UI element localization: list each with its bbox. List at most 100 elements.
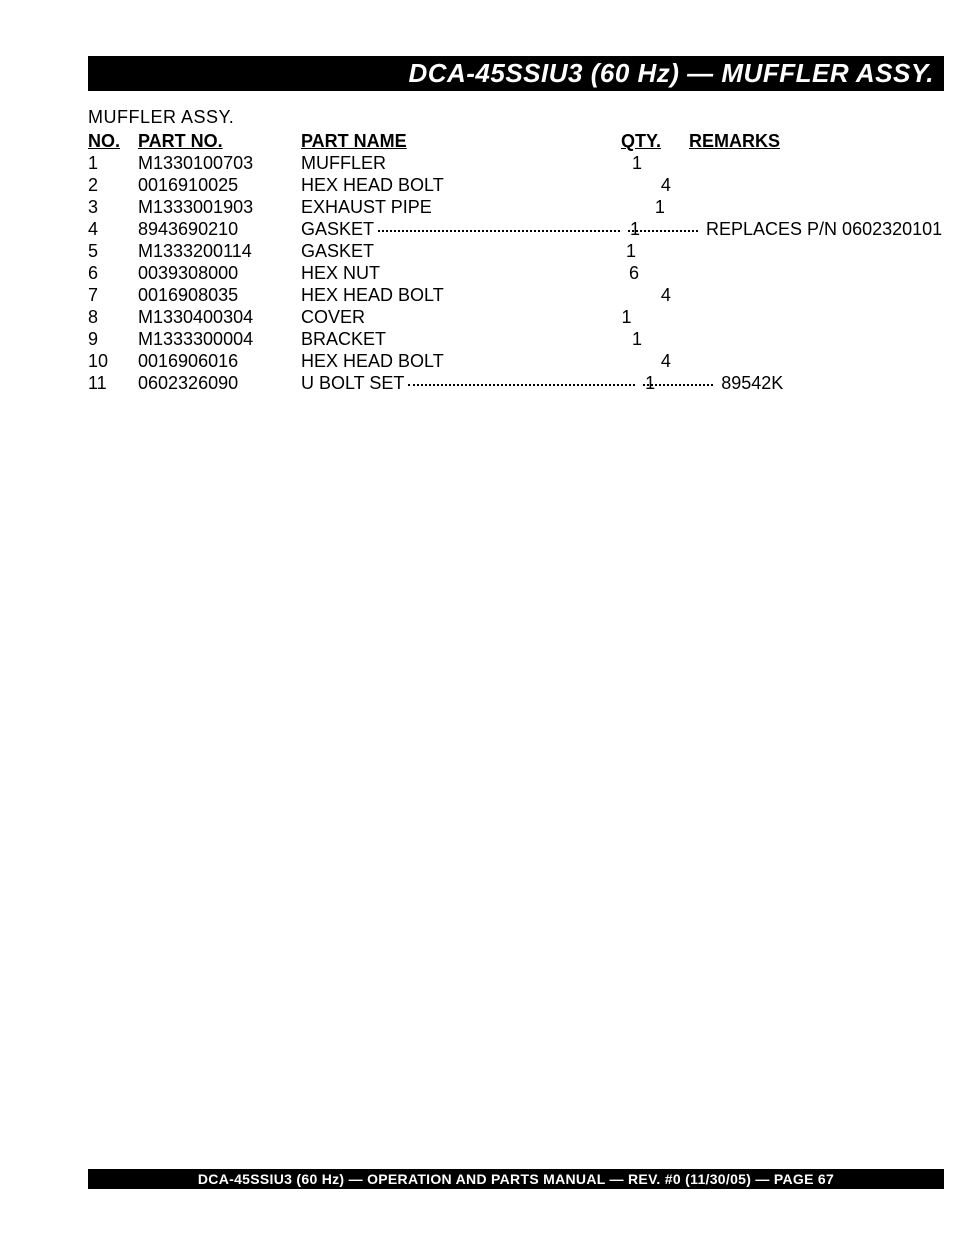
table-row: 110602326090U BOLT SET189542K [88,372,944,394]
cell-partname: EXHAUST PIPE [301,196,432,218]
cell-qty-area: 1 [616,306,694,328]
cell-remarks-area [733,174,944,196]
cell-remarks-area [733,284,944,306]
cell-partname: HEX HEAD BOLT [301,350,444,372]
table-row: 70016908035HEX HEAD BOLT 4 [88,284,944,306]
cell-partno: 0039308000 [138,262,301,284]
table-row: 60039308000HEX NUT6 [88,262,944,284]
page-content: DCA-45SSIU3 (60 Hz) — MUFFLER ASSY. MUFF… [88,56,944,394]
cell-remarks-area: 89542K [717,372,944,394]
table-body: 1M1330100703MUFFLER120016910025HEX HEAD … [88,152,944,394]
cell-no: 3 [88,196,138,218]
cell-remarks: 89542K [717,372,783,394]
cell-no: 7 [88,284,138,306]
cell-no: 1 [88,152,138,174]
cell-qty-area: 1 [620,240,698,262]
cell-qty-area: 1 [639,372,717,394]
cell-qty-area: 1 [626,152,704,174]
cell-qty-area: 4 [655,284,733,306]
table-row: 1M1330100703MUFFLER1 [88,152,944,174]
cell-partno: 0016910025 [138,174,301,196]
cell-remarks-area [694,306,945,328]
leader-dots [365,306,616,328]
section-label: MUFFLER ASSY. [88,107,944,128]
cell-qty: 6 [595,262,673,284]
cell-no: 10 [88,350,138,372]
leader-dots [374,240,620,262]
cell-no: 6 [88,262,138,284]
leader-dots [444,284,655,306]
cell-qty: 1 [588,306,666,328]
cell-qty-area: 6 [623,262,701,284]
cell-partno: 8943690210 [138,218,301,240]
table-header-row: NO. PART NO. PART NAME QTY. REMARKS [88,130,944,152]
cell-partname: HEX HEAD BOLT [301,284,444,306]
table-row: 20016910025HEX HEAD BOLT 4 [88,174,944,196]
cell-partno: 0016908035 [138,284,301,306]
cell-qty-area: 4 [655,350,733,372]
cell-qty: 4 [627,350,705,372]
cell-no: 8 [88,306,138,328]
cell-partno: M1333300004 [138,328,301,350]
cell-partname: MUFFLER [301,152,386,174]
cell-partno: M1333200114 [138,240,301,262]
cell-no: 5 [88,240,138,262]
cell-partname: GASKET [301,218,374,240]
cell-remarks-area [704,152,944,174]
leader-dots [386,328,626,350]
cell-qty: 4 [627,174,705,196]
cell-qty: 1 [598,152,676,174]
cell-qty: 1 [592,240,670,262]
cell-qty-area: 1 [626,328,704,350]
cell-partname: GASKET [301,240,374,262]
leader-dots [408,372,635,386]
cell-partno: M1330400304 [138,306,301,328]
cell-remarks-area [704,328,944,350]
cell-remarks: REPLACES P/N 0602320101 [702,218,942,240]
page-title-bar: DCA-45SSIU3 (60 Hz) — MUFFLER ASSY. [88,56,944,91]
cell-partno: M1333001903 [138,196,301,218]
cell-partname: HEX HEAD BOLT [301,174,444,196]
leader-dots [386,152,626,174]
col-header-qty: QTY. [621,130,689,152]
cell-remarks-area [698,240,944,262]
cell-partname: HEX NUT [301,262,380,284]
cell-partname: U BOLT SET [301,372,404,394]
cell-qty-area: 4 [655,174,733,196]
cell-remarks-area [727,196,944,218]
cell-qty-area: 1 [624,218,702,240]
cell-qty: 1 [611,372,689,394]
cell-no: 9 [88,328,138,350]
cell-no: 11 [88,372,138,394]
cell-no: 4 [88,218,138,240]
col-header-partno: PART NO. [138,130,301,152]
cell-partname: COVER [301,306,365,328]
cell-partno: 0602326090 [138,372,301,394]
leader-dots [380,262,623,284]
cell-remarks-area [701,262,944,284]
cell-remarks-area: REPLACES P/N 0602320101 [702,218,944,240]
leader-dots [378,218,620,232]
cell-qty-area: 1 [649,196,727,218]
page-footer-bar: DCA-45SSIU3 (60 Hz) — OPERATION AND PART… [88,1169,944,1189]
col-header-name: PART NAME [301,130,621,152]
table-row: 3M1333001903EXHAUST PIPE 1 [88,196,944,218]
cell-partname: BRACKET [301,328,386,350]
cell-partno: 0016906016 [138,350,301,372]
leader-dots [432,196,649,218]
table-row: 100016906016HEX HEAD BOLT 4 [88,350,944,372]
cell-qty: 1 [621,196,699,218]
table-row: 48943690210GASKET 1 REPLACES P/N 06023201… [88,218,944,240]
cell-qty: 4 [627,284,705,306]
leader-dots [444,174,655,196]
table-row: 5M1333200114GASKET 1 [88,240,944,262]
cell-qty: 1 [596,218,674,240]
col-header-no: NO. [88,130,138,152]
table-row: 9M1333300004BRACKET 1 [88,328,944,350]
cell-partno: M1330100703 [138,152,301,174]
cell-remarks-area [733,350,944,372]
parts-table: NO. PART NO. PART NAME QTY. REMARKS 1M13… [88,130,944,394]
cell-qty: 1 [598,328,676,350]
cell-no: 2 [88,174,138,196]
leader-dots [444,350,655,372]
